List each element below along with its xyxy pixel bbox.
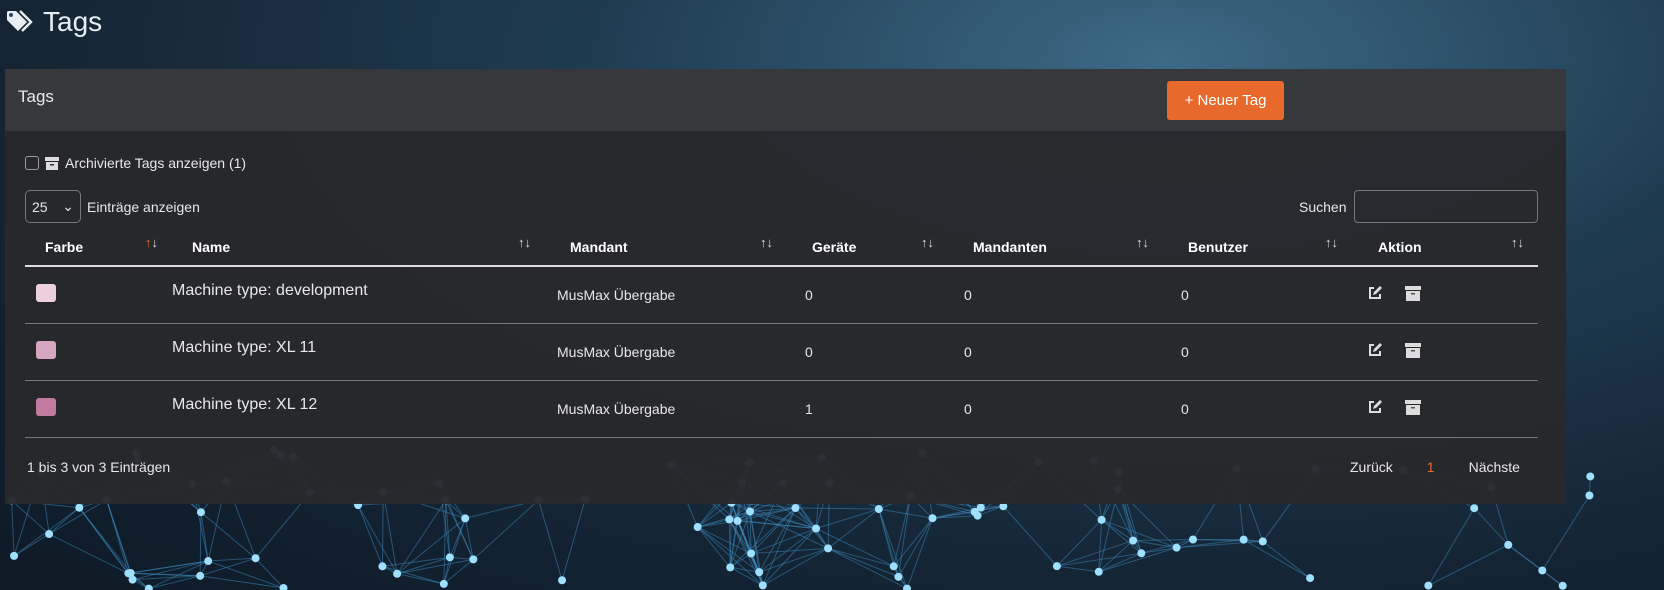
table-info: 1 bis 3 von 3 Einträgen [27,459,171,475]
page-title-text: Tags [43,6,103,37]
archive-icon[interactable] [1405,343,1425,361]
edit-icon[interactable] [1367,399,1387,418]
color-swatch [36,284,56,303]
page-length: 25 ⌄ Einträge anzeigen [25,190,200,223]
chevron-down-icon: ⌄ [62,198,74,214]
page-length-label: Einträge anzeigen [87,198,200,215]
sort-icon[interactable]: ↑↓ [1325,235,1338,250]
search-label: Suchen [1299,198,1347,215]
archive-icon[interactable] [1405,400,1425,418]
column-header-aktion[interactable]: Aktion ↑↓ [1352,229,1538,267]
mandanten-cell: 0 [948,380,1163,438]
mandant-cell: MusMax Übergabe [545,266,787,324]
color-swatch [36,341,56,359]
tags-table: Farbe ↑↓ Name ↑↓ Mandant ↑↓ Geräte ↑↓ Mandan… [25,229,1538,438]
tag-name: Machine type: development [172,281,368,299]
new-tag-button[interactable]: + Neuer Tag [1167,81,1284,120]
name-cell: Machine type: development [172,266,545,324]
color-cell [25,266,172,324]
page-length-select[interactable]: 25 ⌄ [25,190,81,223]
color-cell [25,380,172,438]
tag-name: Machine type: XL 11 [172,338,317,356]
page-title: Tags [5,6,102,38]
column-header-mandant[interactable]: Mandant ↑↓ [545,229,787,267]
sort-icon[interactable]: ↑↓ [921,235,934,250]
mandanten-cell: 0 [948,266,1163,324]
show-archived-toggle[interactable]: Archivierte Tags anzeigen (1) [25,155,246,171]
tags-icon [7,10,33,32]
page-length-value: 25 [32,198,48,215]
pagination: Zurück 1 Nächste [1350,459,1520,475]
mandanten-cell: 0 [948,323,1163,381]
color-swatch [36,398,56,416]
column-header-name[interactable]: Name ↑↓ [172,229,545,267]
table-row: Machine type: XL 12 MusMax Übergabe 1 0 … [25,380,1538,438]
benutzer-cell: 0 [1163,323,1352,381]
next-page-button[interactable]: Nächste [1468,459,1520,475]
table-row: Machine type: XL 11 MusMax Übergabe 0 0 … [25,323,1538,381]
sort-icon[interactable]: ↑↓ [1136,235,1149,250]
show-archived-label: Archivierte Tags anzeigen (1) [65,155,247,171]
action-cell [1352,380,1538,438]
color-cell [25,323,172,381]
column-header-mandanten[interactable]: Mandanten ↑↓ [948,229,1163,267]
mandant-cell: MusMax Übergabe [545,323,787,381]
edit-icon[interactable] [1367,285,1387,304]
geraete-cell: 1 [787,380,948,438]
sort-icon[interactable]: ↑↓ [1511,235,1524,250]
benutzer-cell: 0 [1163,380,1352,438]
search: Suchen [1299,190,1539,223]
card-title: Tags [18,87,54,106]
edit-icon[interactable] [1367,342,1387,361]
archive-icon[interactable] [1405,286,1425,304]
mandant-cell: MusMax Übergabe [545,380,787,438]
tags-card: Tags + Neuer Tag Archivierte Tags anzeig… [5,69,1566,504]
card-header: Tags + Neuer Tag [5,69,1566,131]
geraete-cell: 0 [787,266,948,324]
action-cell [1352,266,1538,324]
search-input[interactable] [1354,190,1539,223]
column-header-farbe[interactable]: Farbe ↑↓ [25,229,172,267]
page-1-button[interactable]: 1 [1426,459,1435,475]
action-cell [1352,323,1538,381]
sort-icon[interactable]: ↑↓ [145,235,158,250]
sort-icon[interactable]: ↑↓ [518,235,531,250]
name-cell: Machine type: XL 11 [172,323,545,381]
benutzer-cell: 0 [1163,266,1352,324]
archive-icon [45,156,59,170]
sort-icon[interactable]: ↑↓ [760,235,773,250]
column-header-benutzer[interactable]: Benutzer ↑↓ [1163,229,1352,267]
column-header-geraete[interactable]: Geräte ↑↓ [787,229,948,267]
geraete-cell: 0 [787,323,948,381]
show-archived-checkbox[interactable] [25,156,39,170]
name-cell: Machine type: XL 12 [172,380,545,438]
tag-name: Machine type: XL 12 [172,395,318,413]
table-row: Machine type: development MusMax Übergab… [25,266,1538,324]
prev-page-button[interactable]: Zurück [1350,459,1393,475]
